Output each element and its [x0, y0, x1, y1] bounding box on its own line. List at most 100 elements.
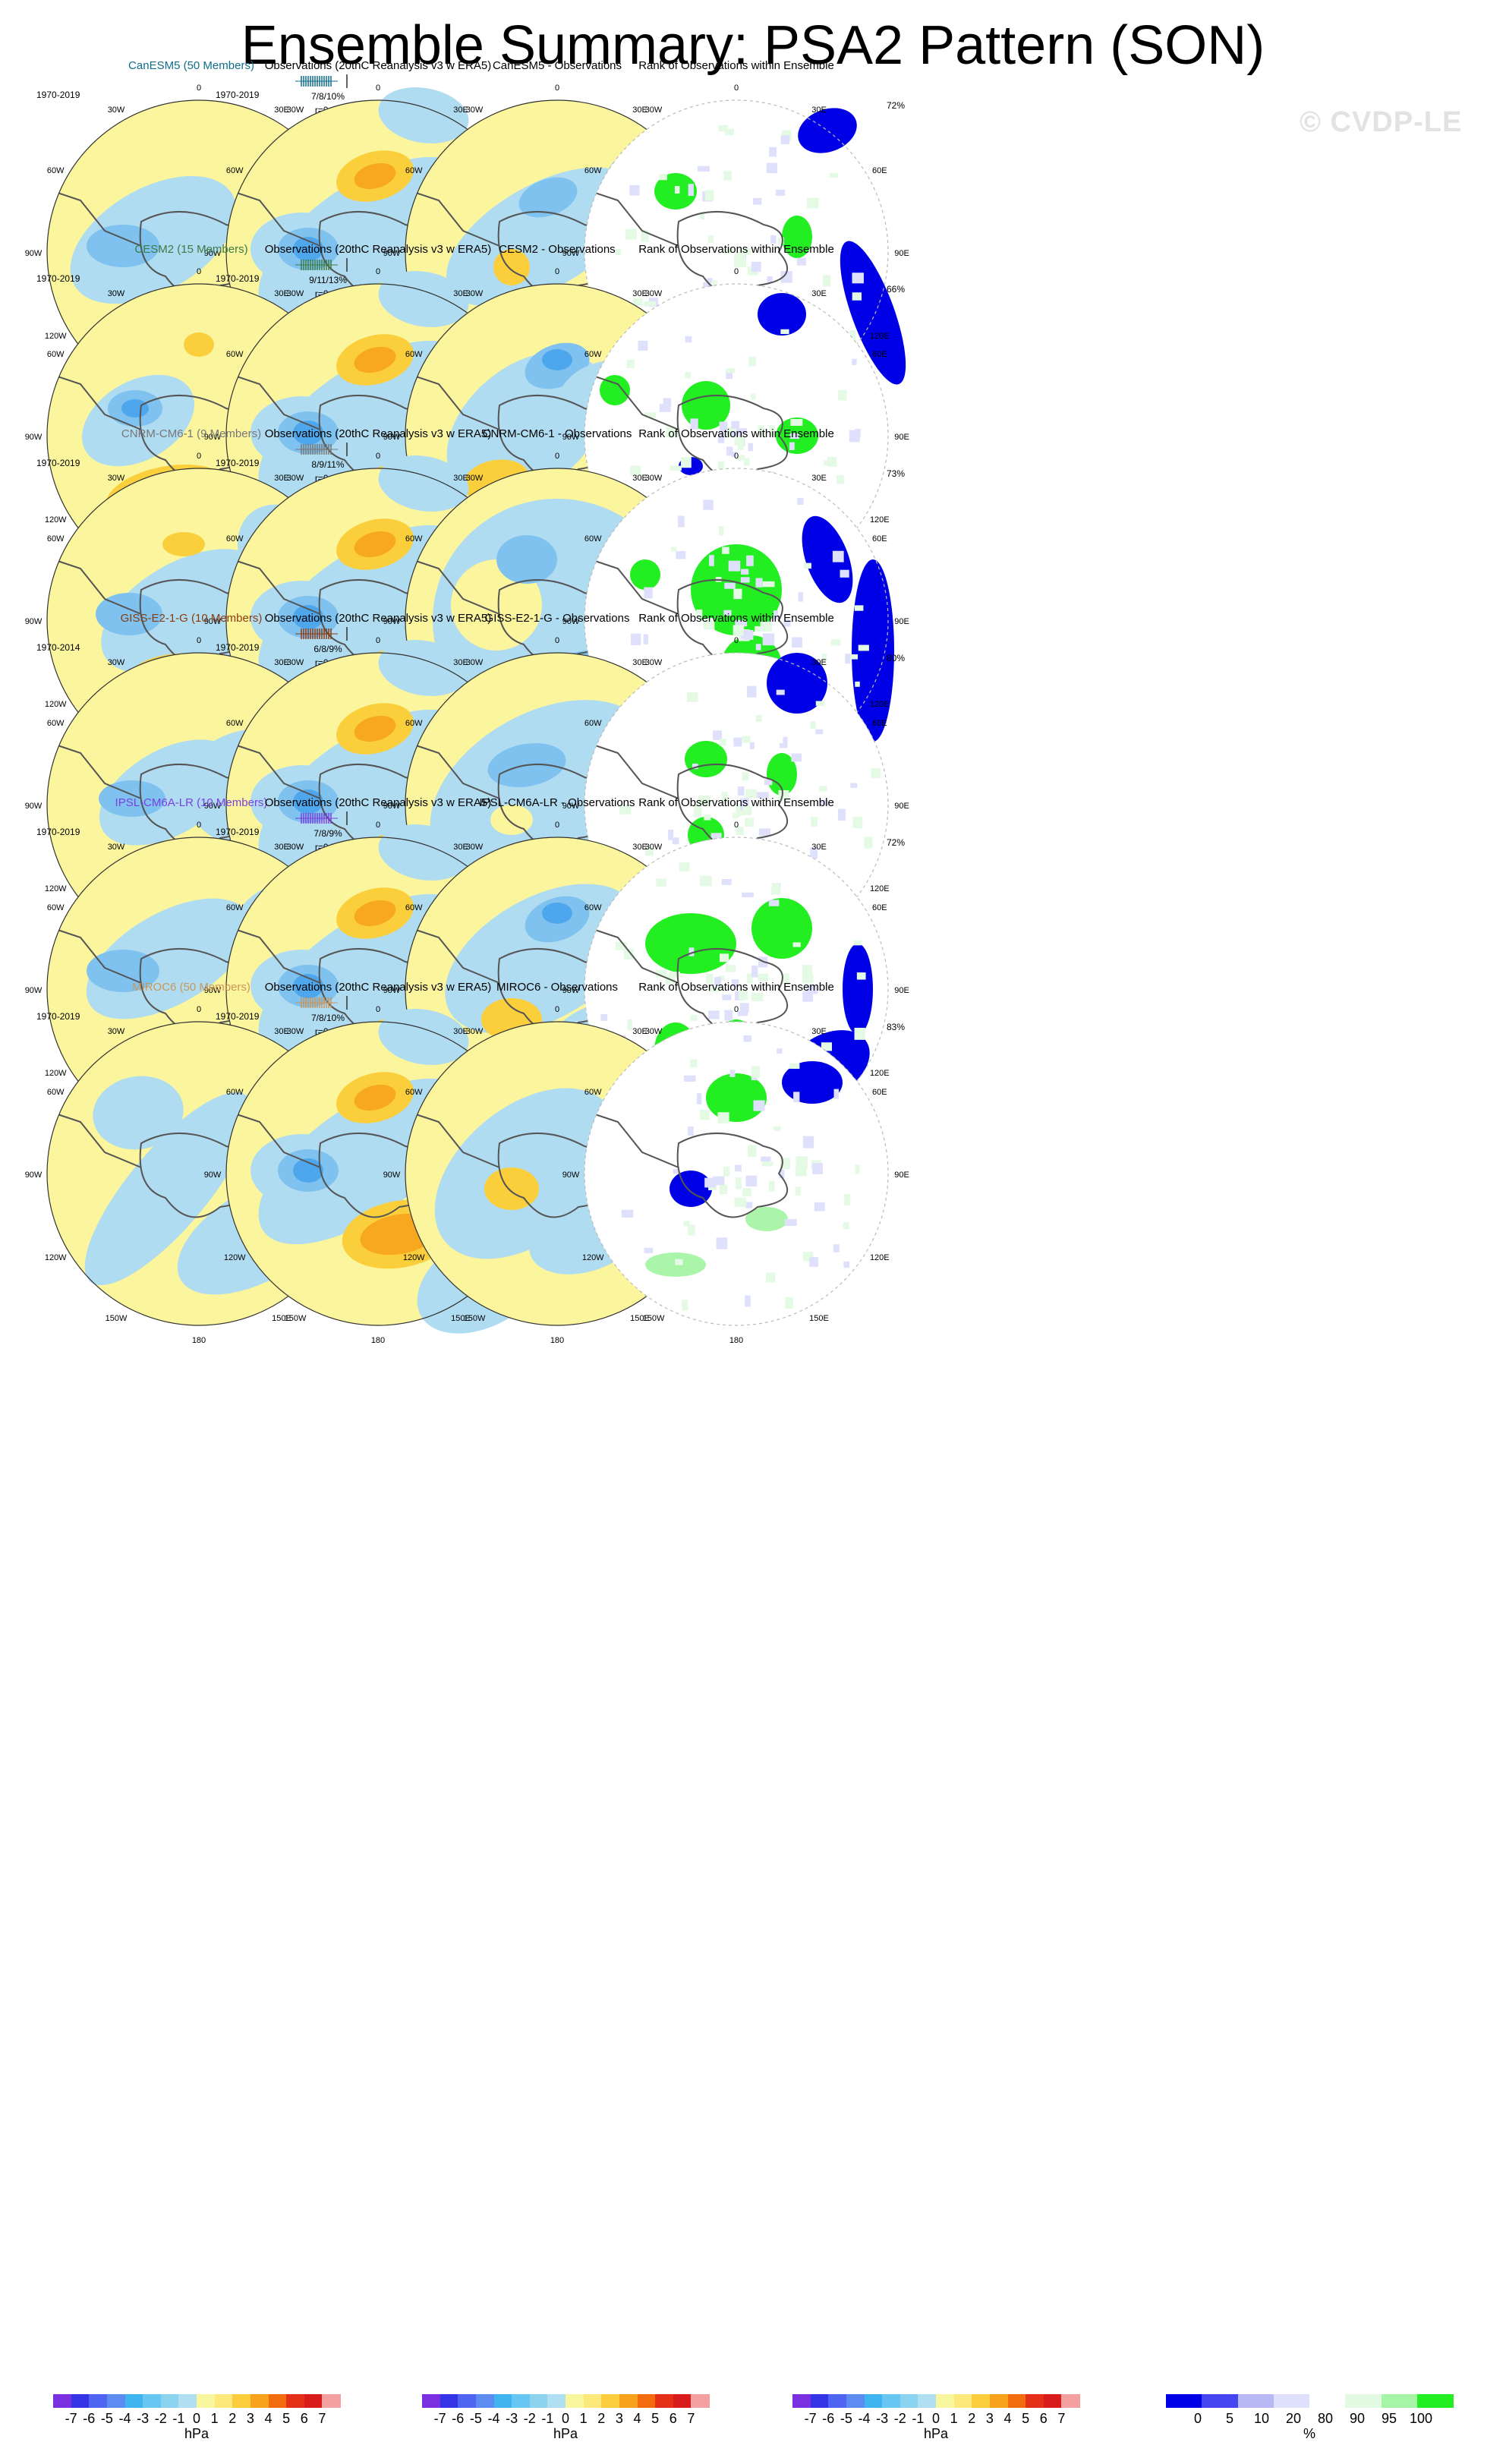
colorbar-tick-label: 5 — [1022, 2411, 1030, 2426]
lon-label: 0 — [734, 1005, 739, 1014]
colorbar-unit: hPa — [553, 2426, 578, 2441]
lon-label: 30E — [632, 843, 647, 852]
lon-label: 120W — [45, 1253, 67, 1262]
lon-label: 30E — [274, 1027, 289, 1036]
colorbar-swatch — [214, 2394, 233, 2408]
lon-label: 30W — [645, 843, 663, 852]
colorbar-tick-label: 100 — [1409, 2411, 1433, 2426]
colorbar-unit: % — [1303, 2426, 1315, 2441]
colorbar-tick-label: -7 — [804, 2411, 817, 2426]
lon-label: 60W — [226, 350, 244, 359]
panel-title: Rank of Observations within Ensemble — [638, 427, 834, 440]
lon-label: 90W — [204, 1171, 222, 1180]
lon-label: 30E — [811, 1027, 827, 1036]
lon-label: 150W — [464, 1314, 486, 1323]
lon-label: 30W — [466, 474, 484, 483]
lon-label: 30W — [287, 106, 304, 115]
lon-label: 30W — [645, 289, 663, 298]
colorbar-swatch — [1345, 2394, 1382, 2408]
lon-label: 0 — [197, 452, 201, 461]
panel-rank: 0 30E 60E 90E 120E 150E 180 150W 120W 90W 60W 30W Ra… — [554, 981, 918, 1353]
ensemble-spread-icon — [295, 627, 348, 641]
lon-label: 150W — [285, 1314, 307, 1323]
colorbar-swatch — [619, 2394, 638, 2408]
lon-label: 90E — [894, 433, 909, 442]
lon-label: 60W — [584, 1088, 602, 1097]
colorbar-swatch — [529, 2394, 548, 2408]
colorbar-unit: hPa — [923, 2426, 949, 2441]
lon-label: 30E — [632, 289, 647, 298]
ensemble-spread-icon — [295, 443, 348, 456]
lon-label: 150E — [630, 1314, 650, 1323]
colorbar-swatch — [304, 2394, 323, 2408]
panel-title: GISS-E2-1-G - Observations — [484, 612, 630, 625]
lon-label: 0 — [734, 83, 739, 93]
period-label: 1970-2019 — [216, 458, 260, 468]
lon-label: 30W — [287, 843, 304, 852]
lon-label: 0 — [734, 821, 739, 830]
colorbar-tick-label: 7 — [318, 2411, 326, 2426]
lon-label: 90W — [383, 249, 401, 258]
colorbar-tick-label: 6 — [300, 2411, 308, 2426]
lon-label: 90W — [204, 802, 222, 811]
lon-label: 30E — [274, 106, 289, 115]
pct-variance: 7/8/10% — [310, 1013, 345, 1023]
colorbar-swatch — [197, 2394, 216, 2408]
lon-label: 30W — [645, 658, 663, 667]
lon-label: 60W — [405, 534, 423, 544]
colorbar-tick-label: 0 — [931, 2411, 940, 2426]
colorbar-swatch — [1416, 2394, 1454, 2408]
colorbar-swatch — [1043, 2394, 1062, 2408]
lon-label: 120W — [224, 1253, 246, 1262]
colorbar-tick-label: 90 — [1349, 2411, 1366, 2426]
colorbar-labels: -7 -6 -5 -4 -3 -2 -1 0 1 2 3 4 5 6 7 — [422, 2411, 709, 2426]
lon-label: 30W — [108, 289, 125, 298]
rank-percent: 72% — [887, 100, 906, 111]
rank-percent: 83% — [887, 1022, 906, 1032]
lon-label: 30W — [108, 658, 125, 667]
lon-label: 60W — [405, 719, 423, 728]
panel-title: MIROC6 (50 Members) — [132, 981, 250, 994]
colorbar-tick-label: 1 — [210, 2411, 219, 2426]
panel-title: Rank of Observations within Ensemble — [638, 612, 834, 625]
colorbar-tick-label: -1 — [912, 2411, 925, 2426]
lon-label: 90W — [562, 617, 580, 626]
lon-label: 90W — [383, 617, 401, 626]
colorbar-tick-label: -2 — [523, 2411, 536, 2426]
colorbar-labels: 0 5 10 20 80 90 95 100 — [1166, 2411, 1453, 2426]
lon-label: 60E — [872, 534, 887, 544]
panel-title: MIROC6 - Observations — [496, 981, 619, 994]
colorbar-swatch — [1309, 2394, 1346, 2408]
lon-label: 30W — [287, 658, 304, 667]
colorbar-swatch — [1273, 2394, 1310, 2408]
lon-label: 90E — [894, 802, 909, 811]
panel-title: Rank of Observations within Ensemble — [638, 981, 834, 994]
lon-label: 30E — [811, 843, 827, 852]
polar-map-icon: 0 30E 60E 90E 120E 150E 180 150W 120W 90W 60W 30W — [562, 1005, 909, 1345]
lon-label: 30E — [274, 289, 289, 298]
colorbar-tick-label: 0 — [561, 2411, 570, 2426]
lon-label: 0 — [197, 821, 201, 830]
lon-label: 30E — [453, 289, 468, 298]
lon-label: 180 — [729, 1336, 743, 1345]
lon-label: 120W — [582, 1253, 604, 1262]
colorbar-swatch — [864, 2394, 883, 2408]
colorbar-tick-label: -6 — [822, 2411, 835, 2426]
lon-label: 0 — [734, 267, 739, 276]
colorbar-swatch — [106, 2394, 125, 2408]
lon-label: 150W — [643, 1314, 665, 1323]
lon-label: 30E — [453, 106, 468, 115]
colorbar-tick-label: 5 — [1225, 2411, 1234, 2426]
lon-label: 150E — [272, 1314, 291, 1323]
lon-label: 30E — [274, 658, 289, 667]
lon-label: 90W — [204, 433, 222, 442]
colorbar-tick-label: 2 — [968, 2411, 976, 2426]
lon-label: 0 — [555, 821, 559, 830]
colorbar-tick-label: -4 — [858, 2411, 871, 2426]
lon-label: 90W — [25, 986, 43, 995]
lon-label: 30W — [645, 1027, 663, 1036]
lon-label: 90W — [562, 433, 580, 442]
lon-label: 30E — [632, 474, 647, 483]
colorbar-tick-label: -3 — [506, 2411, 518, 2426]
lon-label: 30E — [632, 106, 647, 115]
